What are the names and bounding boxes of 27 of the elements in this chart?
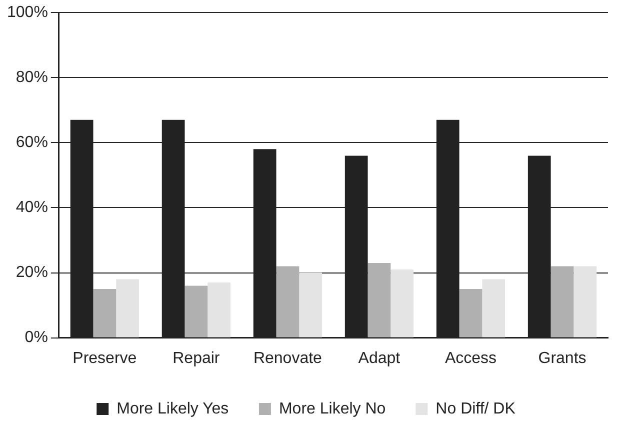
bar [390, 270, 414, 338]
bar [299, 272, 322, 338]
bar [574, 266, 597, 338]
y-tick-label: 0% [24, 329, 48, 346]
y-tick-label: 100% [7, 4, 48, 22]
x-tick-label: Access [444, 350, 497, 367]
legend-label: More Likely No [278, 400, 386, 418]
x-tick-label: Grants [538, 350, 586, 367]
x-tick-label: Renovate [253, 350, 322, 367]
bar [368, 263, 391, 338]
x-tick-label: Repair [172, 350, 220, 367]
bar [93, 289, 116, 338]
legend-label: No Diff/ DK [436, 400, 516, 418]
bar [116, 279, 139, 338]
bar [482, 279, 506, 338]
y-tick-label: 80% [16, 69, 48, 86]
bar [550, 266, 574, 338]
y-tick-label: 20% [16, 264, 48, 282]
y-tick-label: 40% [16, 199, 48, 216]
bar [276, 266, 300, 338]
x-tick-label: Adapt [358, 350, 401, 367]
bar [184, 286, 208, 338]
legend-label: More Likely Yes [116, 400, 229, 418]
x-tick-label: Preserve [72, 350, 137, 367]
y-tick-label: 60% [16, 134, 48, 152]
bar [208, 282, 231, 338]
bar [459, 289, 482, 338]
